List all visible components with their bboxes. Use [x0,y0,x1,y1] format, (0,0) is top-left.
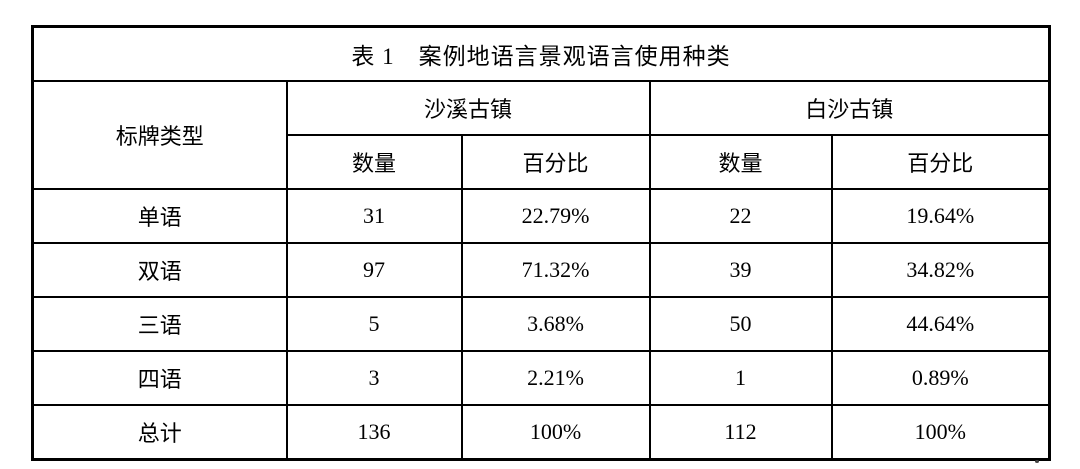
cell-shaxi-count: 31 [285,188,463,244]
cell-baisha-percent: 100% [830,404,1051,461]
table-title: 表 1 案例地语言景观语言使用种类 [31,25,1051,82]
subheader-percentage-baisha: 百分比 [830,134,1051,190]
cell-shaxi-percent: 3.68% [460,296,651,352]
table-subheader-row: 数量 百分比 数量 百分比 [33,134,1051,190]
cell-shaxi-count: 97 [285,242,463,298]
subheader-quantity-baisha: 数量 [648,134,833,190]
cell-baisha-percent: 0.89% [830,350,1051,406]
table-row: 三语 5 3.68% 50 44.64% [31,296,1051,352]
subheader-percentage-shaxi: 百分比 [460,134,651,190]
cell-baisha-count: 112 [648,404,833,461]
header-town-baisha: 白沙古镇 [648,80,1051,136]
cell-baisha-count: 50 [648,296,833,352]
cell-baisha-percent: 19.64% [830,188,1051,244]
cell-shaxi-count: 136 [285,404,463,461]
header-town-shaxi: 沙溪古镇 [285,80,651,136]
table-row: 单语 31 22.79% 22 19.64% [31,188,1051,244]
header-sign-type: 标牌类型 [31,80,288,190]
table-group-header-row: 标牌类型 沙溪古镇 白沙古镇 [31,80,1051,190]
cell-baisha-percent: 34.82% [830,242,1051,298]
cell-baisha-percent: 44.64% [830,296,1051,352]
cell-shaxi-count: 5 [285,296,463,352]
row-label: 单语 [31,188,288,244]
table-row: 双语 97 71.32% 39 34.82% [31,242,1051,298]
cell-shaxi-count: 3 [285,350,463,406]
table-row: 四语 3 2.21% 1 0.89% [31,350,1051,406]
table-row: 总计 136 100% 112 100% [31,404,1051,461]
cell-shaxi-percent: 100% [460,404,651,461]
cell-shaxi-percent: 22.79% [460,188,651,244]
cell-baisha-count: 39 [648,242,833,298]
row-label: 三语 [31,296,288,352]
cell-shaxi-percent: 2.21% [460,350,651,406]
subheader-quantity-shaxi: 数量 [285,134,463,190]
cell-baisha-count: 1 [648,350,833,406]
row-label: 总计 [31,404,288,461]
cell-shaxi-percent: 71.32% [460,242,651,298]
stray-ink-dot [1035,460,1039,463]
table-title-row: 表 1 案例地语言景观语言使用种类 [31,25,1051,82]
row-label: 双语 [31,242,288,298]
cell-baisha-count: 22 [648,188,833,244]
row-label: 四语 [31,350,288,406]
language-usage-table: 表 1 案例地语言景观语言使用种类 标牌类型 沙溪古镇 白沙古镇 数量 百分比 … [31,25,1052,461]
